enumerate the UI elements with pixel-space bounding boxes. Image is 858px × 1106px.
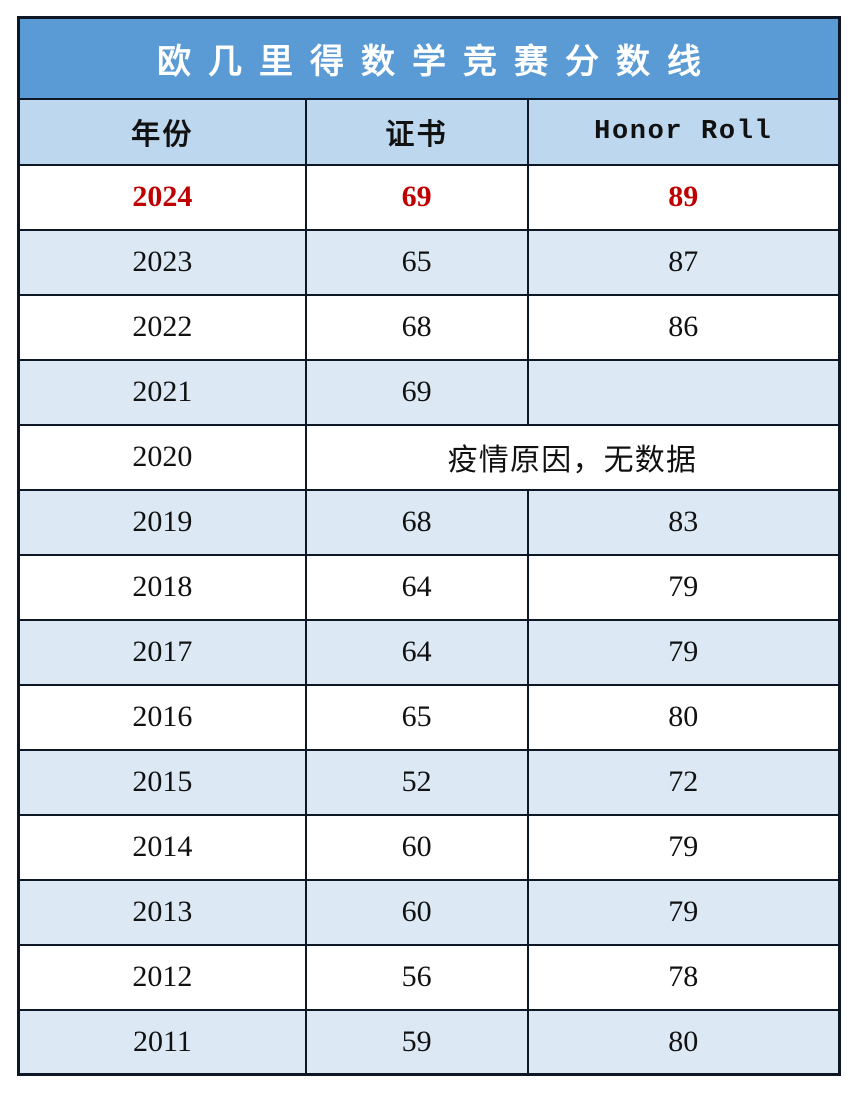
certificate-cell: 68 <box>304 488 529 556</box>
certificate-cell: 65 <box>304 683 529 751</box>
honor-roll-cell: 79 <box>526 553 841 621</box>
table-header-row: 年份 证书 Honor Roll <box>17 97 841 166</box>
certificate-cell: 64 <box>304 618 529 686</box>
certificate-cell: 69 <box>304 358 529 426</box>
year-cell: 2017 <box>17 618 307 686</box>
column-header-year: 年份 <box>17 97 307 166</box>
certificate-cell: 60 <box>304 878 529 946</box>
honor-roll-cell-empty <box>526 358 841 426</box>
table-row-2014: 2014 60 79 <box>17 813 841 881</box>
column-header-honor-roll: Honor Roll <box>526 97 841 166</box>
year-cell: 2024 <box>17 163 307 231</box>
honor-roll-cell: 86 <box>526 293 841 361</box>
year-cell: 2019 <box>17 488 307 556</box>
year-cell: 2020 <box>17 423 307 491</box>
honor-roll-cell: 80 <box>526 1008 841 1076</box>
honor-roll-cell: 80 <box>526 683 841 751</box>
honor-roll-cell: 79 <box>526 813 841 881</box>
year-cell: 2013 <box>17 878 307 946</box>
euclid-score-table: 欧几里得数学竞赛分数线 年份 证书 Honor Roll 2024 69 89 … <box>17 16 841 1076</box>
table-row-2019: 2019 68 83 <box>17 488 841 556</box>
column-header-certificate: 证书 <box>304 97 529 166</box>
certificate-cell: 68 <box>304 293 529 361</box>
certificate-cell: 65 <box>304 228 529 296</box>
year-cell: 2022 <box>17 293 307 361</box>
table-row-2020: 2020 疫情原因，无数据 <box>17 423 841 491</box>
table-row-2011: 2011 59 80 <box>17 1008 841 1076</box>
table-row-2017: 2017 64 79 <box>17 618 841 686</box>
table-row-2021: 2021 69 <box>17 358 841 426</box>
year-cell: 2015 <box>17 748 307 816</box>
certificate-cell: 60 <box>304 813 529 881</box>
year-cell: 2014 <box>17 813 307 881</box>
honor-roll-cell: 87 <box>526 228 841 296</box>
honor-roll-cell: 79 <box>526 618 841 686</box>
certificate-cell: 59 <box>304 1008 529 1076</box>
year-cell: 2016 <box>17 683 307 751</box>
table-row-2024: 2024 69 89 <box>17 163 841 231</box>
table-row-2022: 2022 68 86 <box>17 293 841 361</box>
year-cell: 2021 <box>17 358 307 426</box>
certificate-cell: 52 <box>304 748 529 816</box>
table-row-2012: 2012 56 78 <box>17 943 841 1011</box>
table-row-2016: 2016 65 80 <box>17 683 841 751</box>
table-title-row: 欧几里得数学竞赛分数线 <box>17 16 841 100</box>
certificate-cell: 56 <box>304 943 529 1011</box>
honor-roll-cell: 89 <box>526 163 841 231</box>
year-cell: 2012 <box>17 943 307 1011</box>
honor-roll-cell: 79 <box>526 878 841 946</box>
certificate-cell: 69 <box>304 163 529 231</box>
year-cell: 2011 <box>17 1008 307 1076</box>
honor-roll-cell: 78 <box>526 943 841 1011</box>
certificate-cell: 64 <box>304 553 529 621</box>
table-row-2015: 2015 52 72 <box>17 748 841 816</box>
honor-roll-cell: 83 <box>526 488 841 556</box>
year-cell: 2023 <box>17 228 307 296</box>
table-row-2023: 2023 65 87 <box>17 228 841 296</box>
honor-roll-cell: 72 <box>526 748 841 816</box>
table-row-2013: 2013 60 79 <box>17 878 841 946</box>
year-cell: 2018 <box>17 553 307 621</box>
table-title: 欧几里得数学竞赛分数线 <box>17 16 841 100</box>
table-row-2018: 2018 64 79 <box>17 553 841 621</box>
pandemic-note-cell: 疫情原因，无数据 <box>304 423 841 491</box>
